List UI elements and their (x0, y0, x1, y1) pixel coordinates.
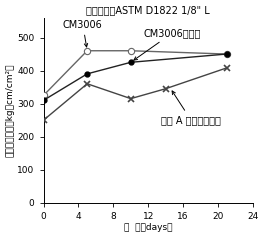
Text: CM3006: CM3006 (63, 20, 103, 47)
Text: 国外 A 公司耐热等级: 国外 A 公司耐热等级 (161, 91, 221, 125)
Y-axis label: 拉伸冲击强度（kg・cm/cm²）: 拉伸冲击强度（kg・cm/cm²） (6, 64, 15, 157)
Title: 测试方法：ASTM D1822 1/8" L: 测试方法：ASTM D1822 1/8" L (86, 5, 210, 15)
X-axis label: 时  间（days）: 时 间（days） (124, 223, 172, 233)
Text: CM3006（黒）: CM3006（黒） (134, 28, 201, 60)
